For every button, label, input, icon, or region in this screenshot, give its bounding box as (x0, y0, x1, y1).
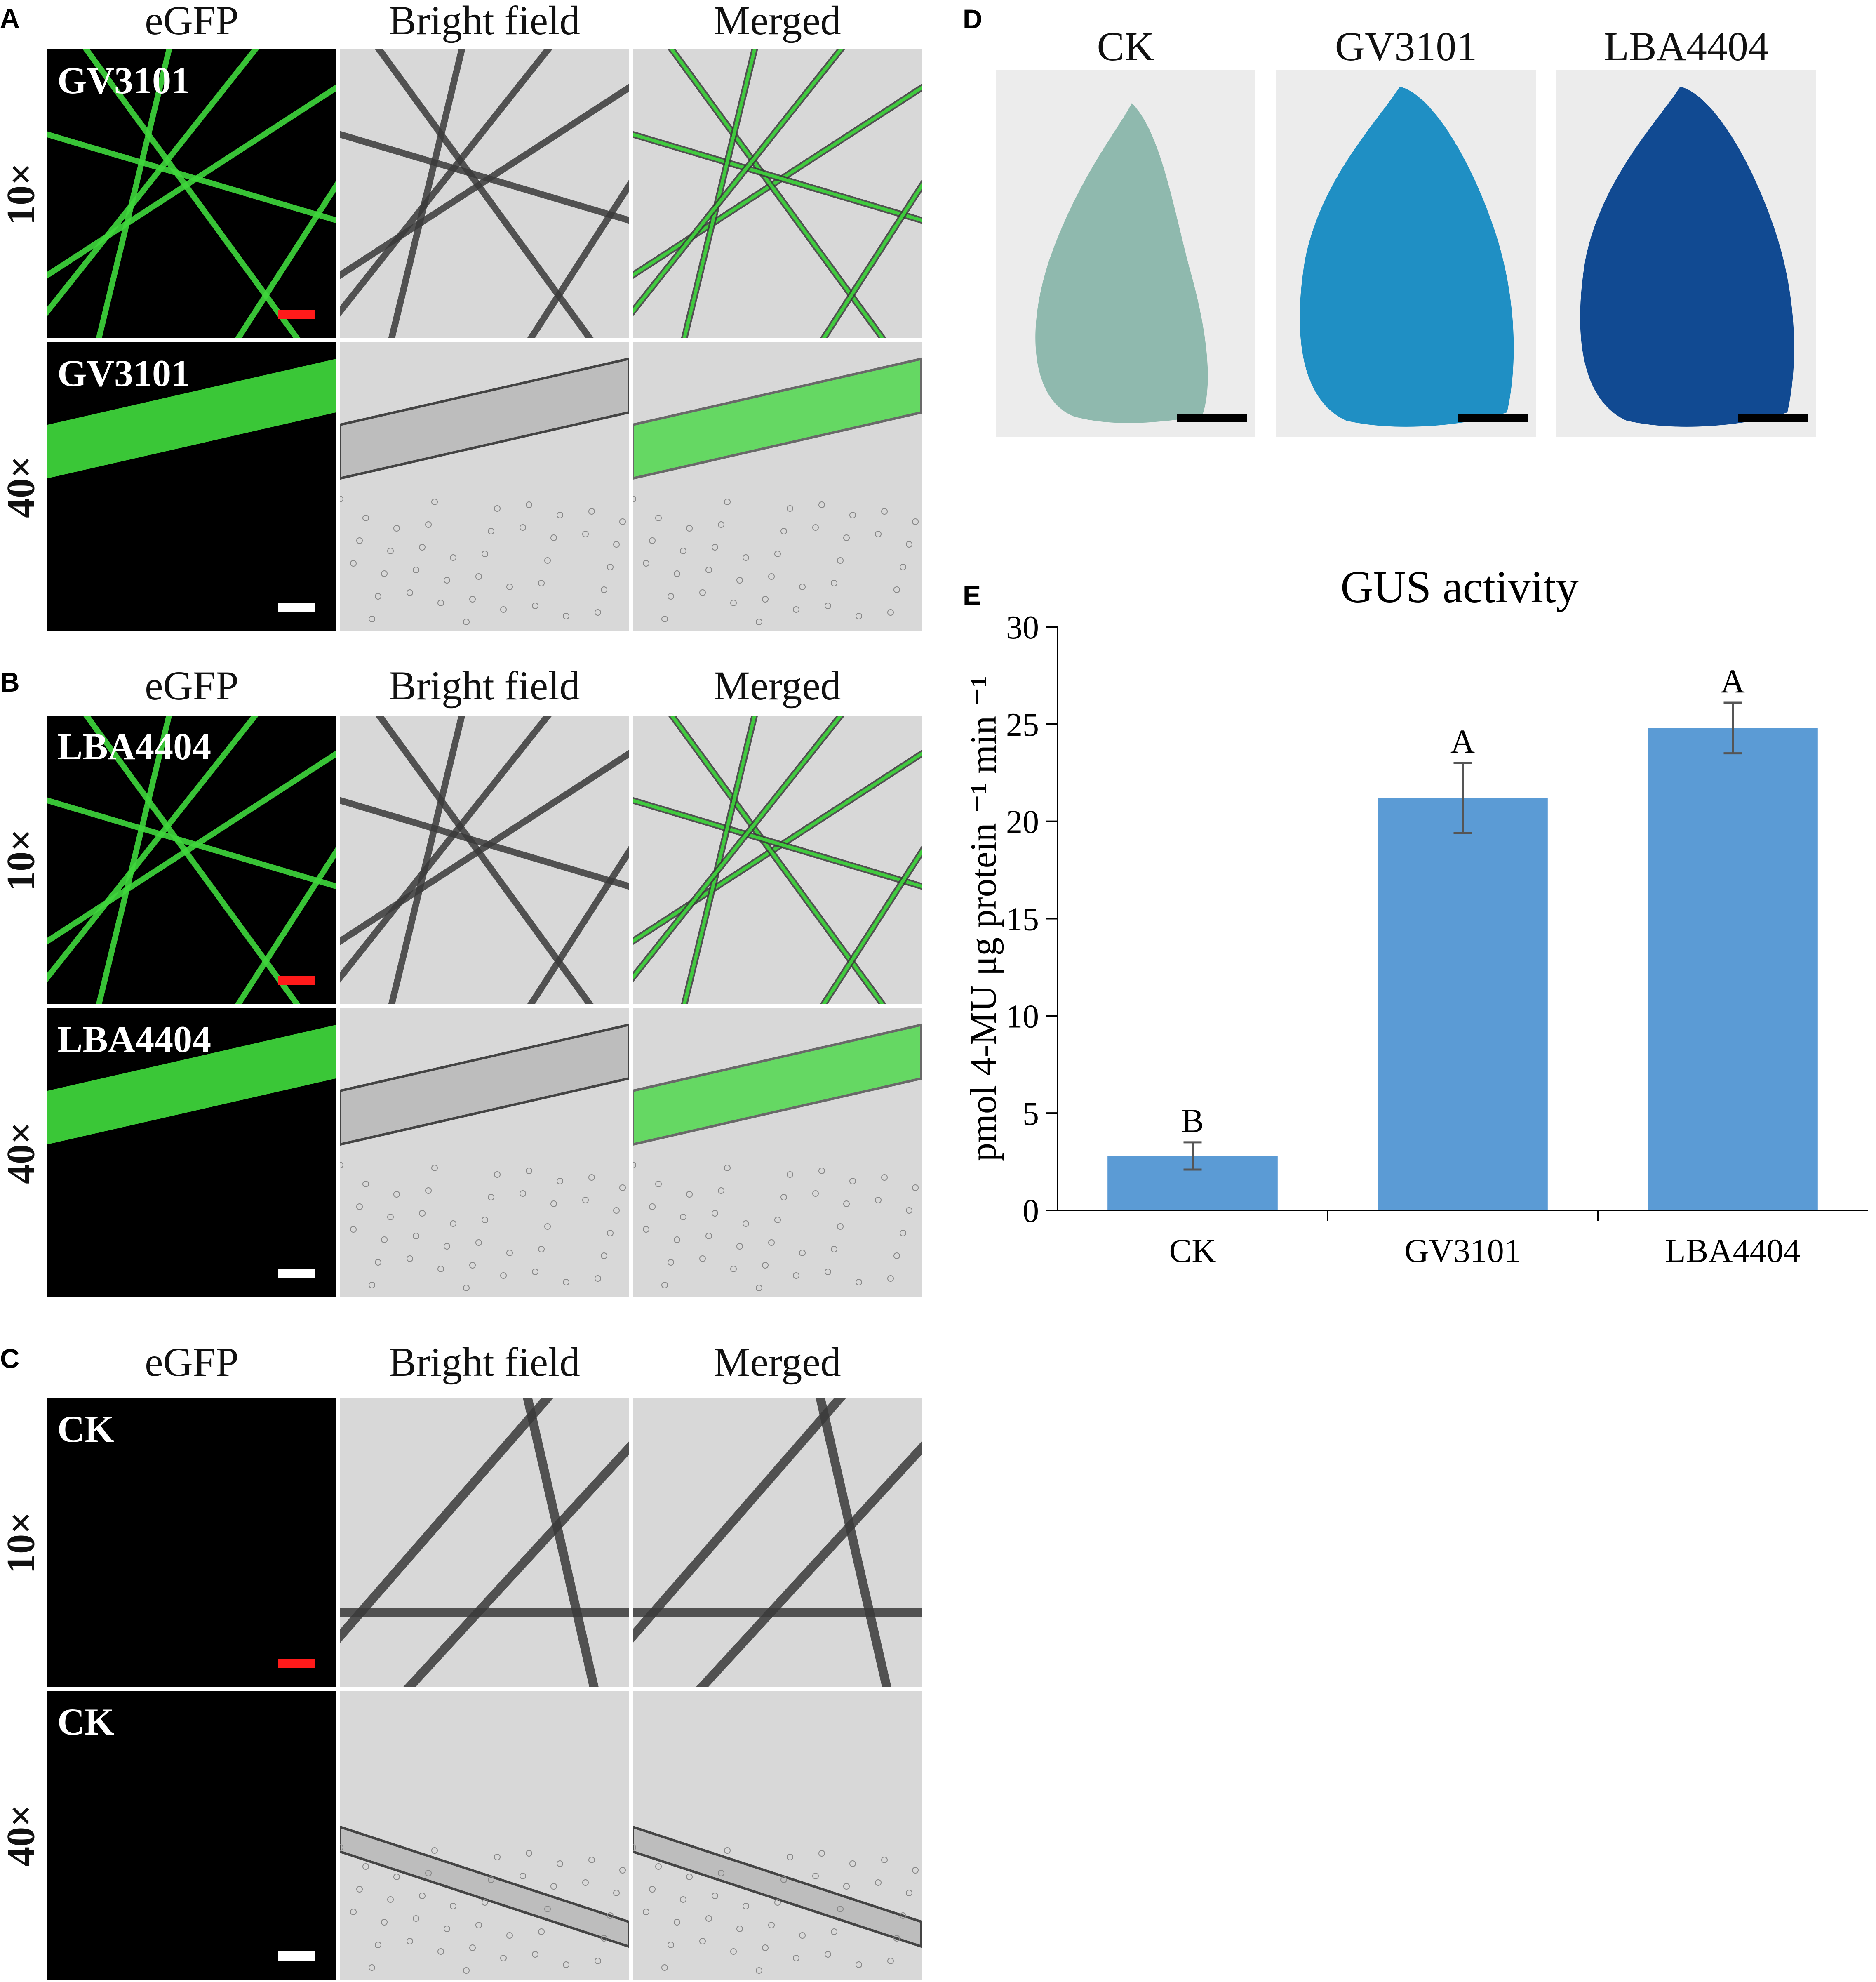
sample-label: LBA4404 (57, 1018, 212, 1060)
bright-field-image (340, 49, 629, 338)
scale-bar (1458, 414, 1528, 422)
column-header-egfp: eGFP (145, 1339, 239, 1385)
sample-label: GV3101 (57, 59, 190, 101)
significance-letter: A (1721, 662, 1745, 700)
column-header-bright-field: Bright field (389, 663, 580, 709)
magnification-label: 10× (0, 1511, 43, 1574)
egfp-image: GV3101 (47, 49, 336, 338)
egfp-image: CK (47, 1398, 336, 1687)
y-tick-label: 0 (1023, 1193, 1039, 1229)
column-header-bright-field: Bright field (389, 0, 580, 43)
bright-field-image (340, 1398, 629, 1687)
egfp-image: GV3101 (47, 342, 336, 631)
gus-stained-tissue-photo (1556, 70, 1816, 437)
bright-field-image (340, 716, 629, 1004)
x-tick-label: CK (1169, 1232, 1216, 1269)
x-tick-label: LBA4404 (1665, 1232, 1801, 1269)
magnification-label: 40× (0, 456, 43, 518)
scale-bar (278, 1659, 315, 1668)
scale-bar (1177, 414, 1247, 422)
bar-lba4404 (1648, 728, 1818, 1210)
sample-label: GV3101 (57, 352, 190, 394)
panel-letter-c: C (0, 1343, 20, 1374)
scale-bar (278, 1951, 315, 1961)
panel-letter-d: D (963, 4, 983, 34)
egfp-image: LBA4404 (47, 716, 336, 1004)
sample-label: CK (57, 1701, 114, 1743)
panel-letter-b: B (0, 667, 20, 697)
scale-bar (278, 310, 315, 319)
magnification-label: 40× (0, 1804, 43, 1867)
merged-image (633, 716, 922, 1004)
sample-label: CK (57, 1408, 114, 1450)
magnification-label: 10× (0, 163, 43, 225)
y-axis-label: pmol 4-MU μg protein ⁻¹ min ⁻¹ (965, 676, 1004, 1161)
gus-stained-tissue-photo (996, 70, 1255, 437)
x-tick-label: GV3101 (1404, 1232, 1521, 1269)
column-header-merged: Merged (713, 0, 841, 43)
y-tick-label: 30 (1006, 610, 1039, 646)
y-tick-label: 20 (1006, 804, 1039, 840)
bright-field-image (340, 1691, 629, 1980)
scale-bar (278, 1269, 315, 1278)
gus-sample-title: LBA4404 (1604, 24, 1769, 69)
gus-activity-chart: GUS activity pmol 4-MU μg protein ⁻¹ min… (965, 569, 1868, 1269)
merged-image (633, 1008, 922, 1297)
gus-sample-title: GV3101 (1335, 24, 1477, 69)
scale-bar (278, 976, 315, 985)
gus-sample-title: CK (1097, 24, 1154, 69)
y-tick-label: 10 (1006, 998, 1039, 1035)
column-header-egfp: eGFP (145, 0, 239, 43)
magnification-label: 40× (0, 1122, 43, 1184)
bar-gv3101 (1378, 798, 1548, 1210)
column-header-merged: Merged (713, 1339, 841, 1385)
merged-image (633, 342, 922, 631)
y-tick-label: 5 (1023, 1096, 1039, 1132)
gus-stained-tissue-photo (1276, 70, 1536, 437)
column-header-egfp: eGFP (145, 663, 239, 709)
significance-letter: A (1450, 723, 1475, 760)
egfp-image: LBA4404 (47, 1008, 336, 1297)
column-header-merged: Merged (713, 663, 841, 709)
merged-image (633, 49, 922, 338)
scale-bar (1738, 414, 1808, 422)
egfp-image: CK (47, 1691, 336, 1980)
bright-field-image (340, 342, 629, 631)
merged-image (633, 1398, 922, 1687)
sample-label: LBA4404 (57, 725, 212, 767)
y-tick-label: 15 (1006, 902, 1039, 938)
chart-title: GUS activity (1340, 569, 1578, 612)
significance-letter: B (1181, 1102, 1204, 1139)
merged-image (633, 1691, 922, 1980)
panel-letter-e: E (963, 580, 981, 610)
scale-bar (278, 603, 315, 612)
y-tick-label: 25 (1006, 707, 1039, 743)
panel-letter-a: A (0, 3, 20, 33)
magnification-label: 10× (0, 829, 43, 891)
bright-field-image (340, 1008, 629, 1297)
column-header-bright-field: Bright field (389, 1339, 580, 1385)
